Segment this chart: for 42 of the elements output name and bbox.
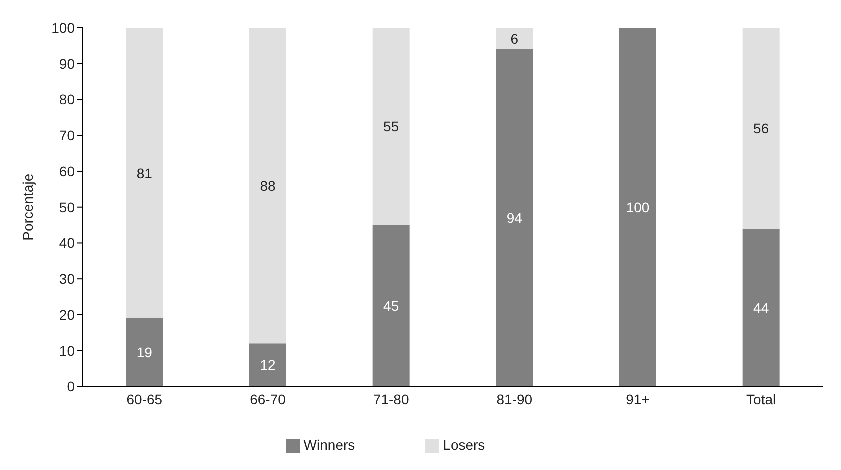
y-tick-label: 40: [59, 235, 76, 252]
y-tick-label: 0: [67, 378, 76, 395]
y-tick-label: 30: [59, 271, 76, 288]
legend-label: Losers: [443, 436, 486, 453]
data-label: 100: [626, 199, 650, 216]
data-label: 44: [754, 300, 770, 316]
y-axis-title: Porcentaje: [20, 174, 36, 241]
x-tick-label: 66-70: [250, 392, 286, 408]
data-label: 45: [384, 298, 400, 314]
data-label: 94: [506, 210, 523, 226]
bar: [496, 28, 534, 50]
bar: [250, 28, 286, 344]
bar: [126, 28, 164, 319]
bar: [250, 344, 286, 387]
y-tick-label: 50: [59, 199, 76, 216]
data-label: 56: [754, 120, 770, 136]
bar: [742, 228, 780, 387]
bar: [372, 225, 410, 387]
y-tick-label: 90: [59, 56, 76, 72]
x-tick-label: 81-90: [496, 392, 533, 408]
data-label: 81: [136, 165, 153, 182]
data-label: 6: [510, 30, 519, 47]
x-tick-label: Total: [746, 392, 776, 408]
data-label: 55: [384, 118, 400, 135]
y-tick-label: 60: [59, 163, 76, 180]
bar: [126, 318, 164, 387]
y-tick-label: 70: [59, 128, 76, 144]
y-tick-label: 80: [59, 92, 76, 108]
data-label: 19: [136, 344, 153, 361]
data-label: 88: [260, 178, 276, 194]
bar: [496, 50, 534, 387]
y-tick-label: 100: [52, 20, 76, 36]
legend-label: Winners: [304, 436, 356, 453]
x-tick-label: 60-65: [126, 392, 163, 408]
bar: [620, 28, 656, 387]
bar: [742, 28, 780, 229]
bar: [372, 28, 410, 226]
y-tick-label: 10: [59, 342, 76, 359]
data-label: 12: [260, 357, 276, 374]
x-tick-label: 71-80: [373, 392, 410, 408]
y-tick-label: 20: [59, 306, 76, 323]
x-tick-label: 91+: [626, 392, 650, 408]
